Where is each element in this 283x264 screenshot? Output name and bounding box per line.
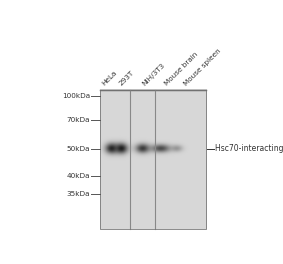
Text: 40kDa: 40kDa — [66, 173, 90, 179]
Text: HeLa: HeLa — [100, 69, 117, 87]
Text: Mouse brain: Mouse brain — [164, 51, 199, 87]
Text: Mouse spleen: Mouse spleen — [183, 47, 222, 87]
Text: Hsc70-interacting protein (HIP): Hsc70-interacting protein (HIP) — [215, 144, 283, 153]
Text: 50kDa: 50kDa — [66, 145, 90, 152]
Text: 35kDa: 35kDa — [66, 191, 90, 197]
Bar — [100, 89, 207, 229]
Text: 70kDa: 70kDa — [66, 117, 90, 123]
Text: NIH/3T3: NIH/3T3 — [141, 62, 166, 87]
Text: 293T: 293T — [118, 69, 135, 87]
Text: 100kDa: 100kDa — [62, 93, 90, 99]
